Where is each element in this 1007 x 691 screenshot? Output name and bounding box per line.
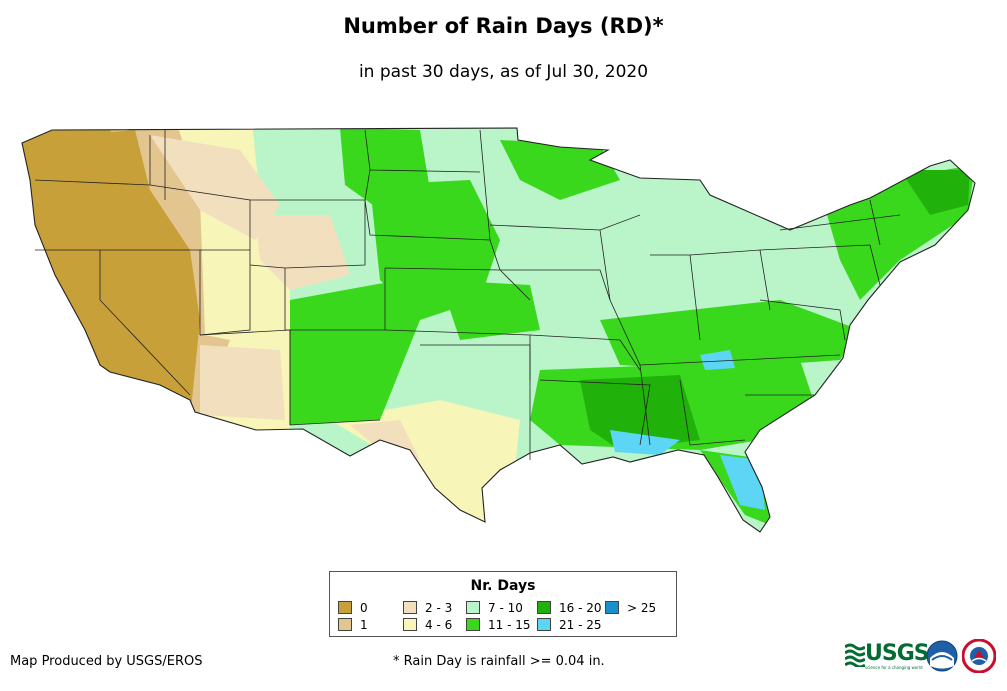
- ok-tx: [420, 344, 531, 460]
- vt-nh: [869, 199, 881, 246]
- class-21-25-tennessee: [700, 350, 735, 370]
- map-credit: Map Produced by USGS/EROS: [10, 654, 203, 669]
- usgs-tagline: science for a changing world: [865, 665, 923, 670]
- legend-label: 11 - 15: [488, 618, 531, 632]
- nws-logo-icon: [962, 639, 996, 673]
- legend-swatch: [537, 601, 551, 614]
- wy: [249, 199, 366, 269]
- legend-item-7-10: 7 - 10: [466, 601, 523, 615]
- footnote: * Rain Day is rainfall >= 0.04 in.: [393, 654, 605, 669]
- legend-swatch: [338, 601, 352, 614]
- mo-ar: [529, 334, 641, 371]
- state-boundaries: [21, 127, 976, 533]
- legend-item-0: 0: [338, 601, 368, 615]
- ca-nv: [99, 250, 191, 396]
- map-title: Number of Rain Days (RD)*: [343, 14, 664, 38]
- legend-label: 21 - 25: [559, 618, 602, 632]
- class-11-15-ohio-valley: [600, 300, 860, 370]
- dakotas: [364, 129, 491, 241]
- nd-sd: [369, 169, 481, 173]
- legend: Nr. Days 0 1 2 - 3 4 - 6 7 - 10 11 - 15 …: [329, 571, 677, 637]
- mn-west: [479, 129, 501, 271]
- legend-label: 16 - 20: [559, 601, 602, 615]
- legend-swatch: [537, 618, 551, 631]
- legend-item-gt-25: > 25: [605, 601, 656, 615]
- legend-item-21-25: 21 - 25: [537, 618, 602, 632]
- legend-label: 7 - 10: [488, 601, 523, 615]
- legend-label: 0: [360, 601, 368, 615]
- class-2-3-wyoming: [255, 215, 350, 290]
- legend-item-1: 1: [338, 618, 368, 632]
- class-2-3-arizona: [200, 345, 285, 420]
- ut: [199, 249, 251, 336]
- al-ga: [679, 379, 746, 446]
- class-11-15-minnesota: [500, 140, 620, 200]
- legend-label: 1: [360, 618, 368, 632]
- legend-item-2-3: 2 - 3: [403, 601, 452, 615]
- legend-label: 2 - 3: [425, 601, 453, 615]
- class-2-3-idaho: [150, 135, 280, 240]
- map-subtitle: in past 30 days, as of Jul 30, 2020: [358, 62, 649, 82]
- legend-swatch: [605, 601, 619, 614]
- legend-title: Nr. Days: [470, 578, 536, 594]
- class-0-oregon: [75, 130, 150, 230]
- legend-swatch: [403, 601, 417, 614]
- pa: [759, 244, 881, 286]
- ia-mo: [500, 269, 611, 301]
- legend-item-11-15: 11 - 15: [466, 618, 531, 632]
- noaa-logo-icon: [926, 640, 958, 672]
- national-border: [21, 127, 976, 533]
- legend-swatch: [403, 618, 417, 631]
- rain-day-fill: [22, 128, 975, 532]
- legend-label: 4 - 6: [425, 618, 453, 632]
- class-16-20-maine: [900, 170, 970, 215]
- legend-swatch: [338, 618, 352, 631]
- legend-label: > 25: [627, 601, 657, 615]
- il-mo-river: [599, 229, 651, 446]
- usgs-wordmark: USGS: [865, 641, 930, 666]
- tn-ky-nc: [639, 354, 841, 366]
- legend-item-16-20: 16 - 20: [537, 601, 602, 615]
- nm: [289, 330, 381, 426]
- class-21-25-gulf-coast: [610, 430, 680, 455]
- usgs-wave-icon: [845, 643, 865, 667]
- legend-item-4-6: 4 - 6: [403, 618, 452, 632]
- class-16-20-mississippi: [580, 375, 700, 450]
- class-11-15-colorado-nm: [290, 280, 420, 425]
- class-11-15-kansas: [440, 280, 540, 340]
- ny: [779, 214, 901, 231]
- co: [284, 268, 386, 331]
- legend-swatch: [466, 601, 480, 614]
- ar-la-ms: [539, 379, 651, 446]
- legend-swatch: [466, 618, 480, 631]
- wv-va: [759, 299, 846, 341]
